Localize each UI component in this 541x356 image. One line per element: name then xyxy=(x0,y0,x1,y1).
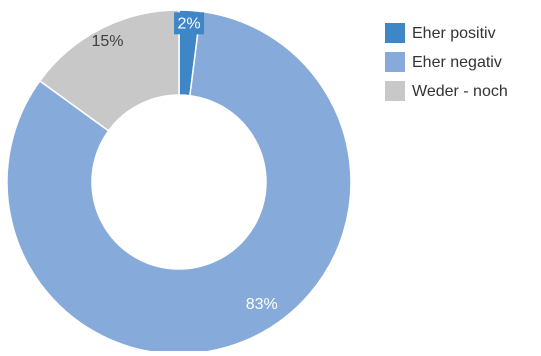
legend-swatch xyxy=(385,23,405,43)
legend: Eher positiv Eher negativ Weder - noch xyxy=(385,23,508,101)
legend-swatch xyxy=(385,52,405,72)
legend-label: Weder - noch xyxy=(412,83,508,100)
data-label-background-eher-positiv xyxy=(174,12,205,35)
data-label-eher-negativ: 83% xyxy=(246,296,278,313)
data-label-weder-noch: 15% xyxy=(91,33,123,50)
donut-slice-weder-noch xyxy=(38,9,180,132)
legend-item-eher-positiv: Eher positiv xyxy=(385,23,496,43)
legend-label: Eher negativ xyxy=(412,54,502,71)
data-label-eher-positiv: 2% xyxy=(177,16,200,33)
legend-label: Eher positiv xyxy=(412,25,496,42)
data-labels-layer: 2% 83% 15% xyxy=(91,12,278,313)
legend-item-eher-negativ: Eher negativ xyxy=(385,52,502,72)
donut-slice-eher-negativ xyxy=(6,10,352,355)
slices-layer xyxy=(6,9,352,355)
legend-swatch xyxy=(385,81,405,101)
legend-item-weder-noch: Weder - noch xyxy=(385,81,508,101)
